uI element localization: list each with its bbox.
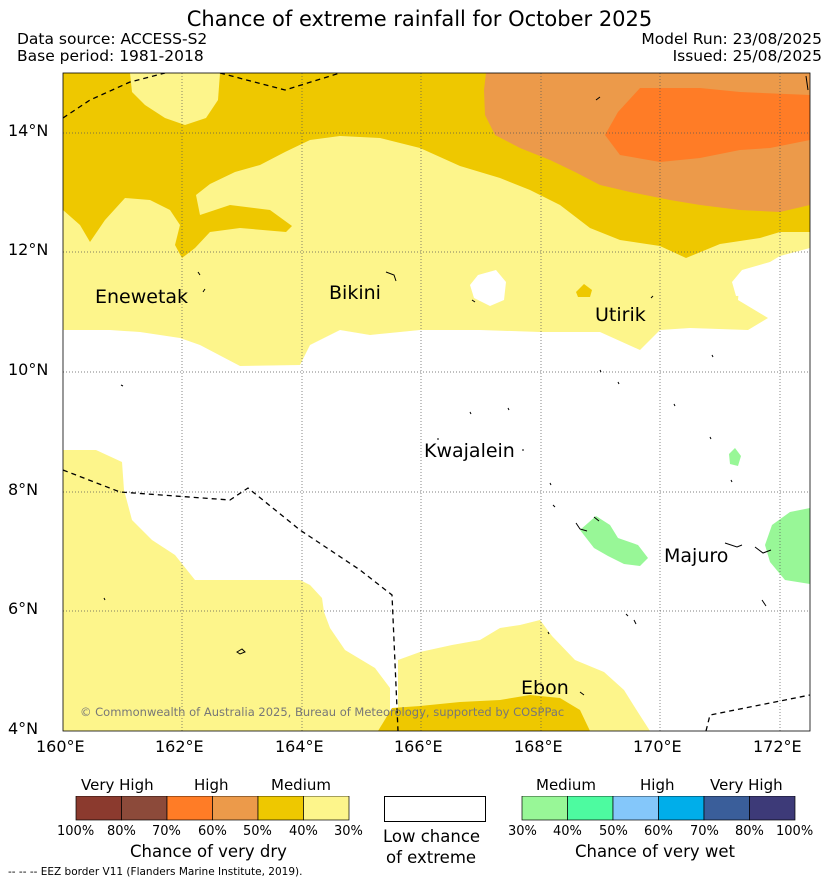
page-title: Chance of extreme rainfall for October 2… [186,7,653,31]
place-ebon: Ebon [521,677,569,699]
region-wet-medium-3 [765,508,810,584]
lat-label: 10°N [8,360,49,379]
legend-wet-tick: 70% [690,824,719,839]
region-dry-medium-light-southwest [63,450,390,731]
legend-dry-tick: 40% [289,824,318,839]
place-bikini: Bikini [329,282,381,304]
legend-dry-tick: 70% [152,824,181,839]
data-source: Data source: ACCESS-S2 [17,30,208,48]
islands [103,75,809,696]
region-wet-medium-2 [729,448,741,466]
legend-dry-colorbar [75,796,350,821]
legend-wet-colorbar [521,796,796,821]
lon-label: 166°E [394,737,443,756]
lon-label: 170°E [633,737,682,756]
legend-low-caption-2: of extreme [386,848,477,867]
legend-low-caption-1: Low chance [383,827,481,846]
place-majuro: Majuro [664,545,729,567]
lon-label: 172°E [753,737,802,756]
region-dry-medium-light-notch [130,73,220,125]
legend-wet-header: High [640,776,675,794]
legend-dry-tick: 50% [243,824,272,839]
map-frame [62,72,811,732]
legend-wet-tick: 30% [508,824,537,839]
legend-dry-header: Medium [271,776,331,794]
lon-label: 160°E [36,737,85,756]
map-regions [63,73,810,731]
region-dry-high-dark [605,88,810,162]
legend-low-swatch [384,796,486,822]
region-low-hole-2 [732,262,810,305]
legend-wet-caption: Chance of very wet [575,842,735,861]
place-utirik: Utirik [595,304,646,326]
legend-wet-tick: 50% [599,824,628,839]
legend-wet-header: Very High [710,776,783,794]
model-run: Model Run: 23/08/2025 [641,30,822,48]
legend-dry-tick: 80% [107,824,136,839]
eez-border [63,73,810,731]
legend-wet-header: Medium [536,776,596,794]
base-period: Base period: 1981-2018 [17,47,204,65]
legend-dry-tick: 30% [334,824,363,839]
legend-wet-tick: 60% [644,824,673,839]
lon-label: 162°E [155,737,204,756]
copyright-note: © Commonwealth of Australia 2025, Bureau… [80,705,565,719]
legend-wet-tick: 100% [776,824,814,839]
legend-dry-header: Very High [81,776,154,794]
place-kwajalein: Kwajalein [424,440,515,462]
lat-label: 12°N [8,240,49,259]
legend-wet-tick: 80% [735,824,764,839]
legend-dry-caption: Chance of very dry [130,842,287,861]
eez-note: -- -- -- EEZ border V11 (Flanders Marine… [8,866,303,878]
lon-label: 168°E [514,737,563,756]
region-dry-medium-dark-south [378,695,590,731]
lon-label: 164°E [275,737,324,756]
region-dry-medium-dark-spot [576,284,592,297]
region-low-hole-1 [470,270,506,306]
region-wet-medium-1 [580,516,648,566]
legend-wet-tick: 40% [553,824,582,839]
place-enewetak: Enewetak [95,286,189,308]
lat-label: 8°N [8,480,39,499]
legend-dry-tick: 100% [57,824,95,839]
legend-dry-tick: 60% [198,824,227,839]
issued-date: Issued: 25/08/2025 [672,47,822,65]
lat-label: 14°N [8,121,49,140]
lat-label: 6°N [8,599,39,618]
lat-label: 4°N [8,719,39,738]
legend-dry-header: High [194,776,229,794]
